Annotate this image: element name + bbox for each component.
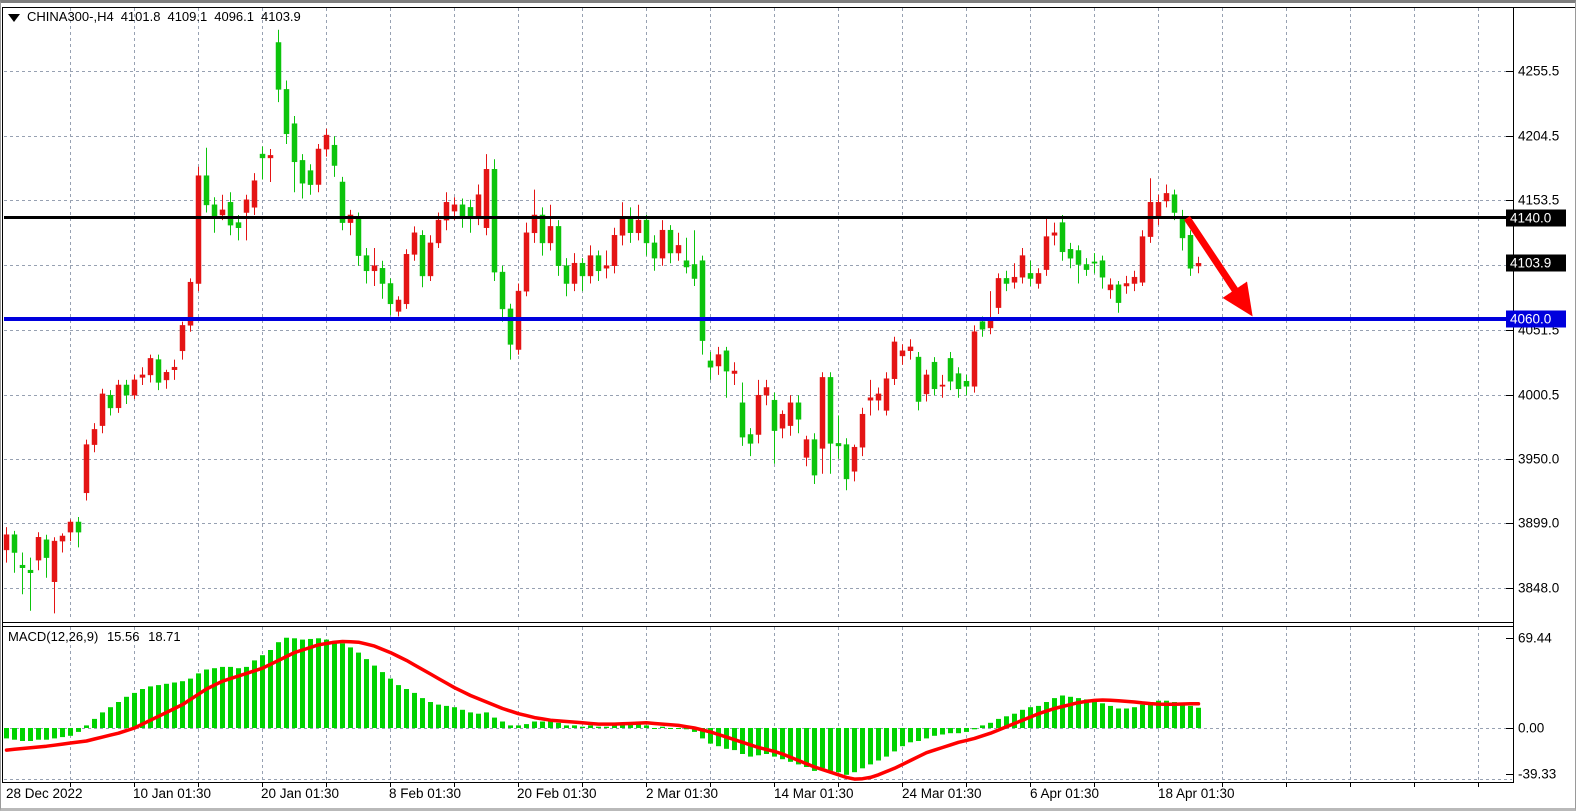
price-badge: 4060.0 <box>1506 310 1566 328</box>
chart-title: CHINA300-,H4 4101.8 4109.1 4096.1 4103.9 <box>8 9 301 24</box>
high-value: 4109.1 <box>167 9 208 24</box>
time-tick-label: 20 Jan 01:30 <box>261 786 339 801</box>
svg-text:4060.0: 4060.0 <box>1510 312 1551 327</box>
price-tick-label: 4255.5 <box>1518 64 1559 79</box>
price-axis[interactable]: 4255.54204.54153.54051.54000.53950.03899… <box>1506 64 1566 782</box>
svg-text:4103.9: 4103.9 <box>1510 256 1551 271</box>
macd-signal-value: 18.71 <box>148 629 181 644</box>
time-tick-label: 28 Dec 2022 <box>6 786 83 801</box>
symbol-dropdown-icon <box>8 13 20 22</box>
time-tick-label: 6 Apr 01:30 <box>1030 786 1099 801</box>
time-tick-label: 8 Feb 01:30 <box>389 786 461 801</box>
price-tick-label: 3899.0 <box>1518 516 1559 531</box>
close-value: 4103.9 <box>261 9 301 24</box>
macd-tick-label: 0.00 <box>1518 721 1544 736</box>
candles-layer <box>3 29 1202 614</box>
chart-frame <box>2 7 1575 783</box>
macd-signal-line <box>4 639 1201 781</box>
price-tick-label: 4000.5 <box>1518 388 1559 403</box>
price-tick-label: 3848.0 <box>1518 581 1559 596</box>
open-value: 4101.8 <box>120 9 161 24</box>
trend-arrow[interactable] <box>1184 216 1253 317</box>
symbol-period-label: CHINA300-,H4 <box>27 9 114 24</box>
low-value: 4096.1 <box>214 9 254 24</box>
price-tick-label: 4204.5 <box>1518 129 1559 144</box>
macd-indicator-label: MACD(12,26,9) 15.56 18.71 <box>8 629 186 644</box>
macd-histogram <box>4 637 1201 775</box>
grid-layer <box>4 8 1512 781</box>
macd-tick-label: 69.44 <box>1518 631 1552 646</box>
time-tick-label: 18 Apr 01:30 <box>1158 786 1235 801</box>
macd-name: MACD(12,26,9) <box>8 629 99 644</box>
time-tick-label: 24 Mar 01:30 <box>902 786 982 801</box>
chart-canvas[interactable]: 4255.54204.54153.54051.54000.53950.03899… <box>1 3 1576 811</box>
price-tick-label: 3950.0 <box>1518 452 1559 467</box>
time-tick-label: 2 Mar 01:30 <box>646 786 718 801</box>
time-tick-label: 20 Feb 01:30 <box>517 786 597 801</box>
price-badge: 4103.9 <box>1506 254 1566 272</box>
time-axis[interactable]: 28 Dec 2022 10 Jan 01:30 20 Jan 01:30 8 Feb… <box>6 783 1479 801</box>
price-badge: 4140.0 <box>1506 209 1566 227</box>
time-tick-label: 14 Mar 01:30 <box>774 786 854 801</box>
macd-main-value: 15.56 <box>106 629 140 644</box>
svg-text:4140.0: 4140.0 <box>1510 211 1551 226</box>
macd-tick-label: -39.33 <box>1518 767 1556 782</box>
time-tick-label: 10 Jan 01:30 <box>133 786 211 801</box>
price-tick-label: 4153.5 <box>1518 193 1559 208</box>
